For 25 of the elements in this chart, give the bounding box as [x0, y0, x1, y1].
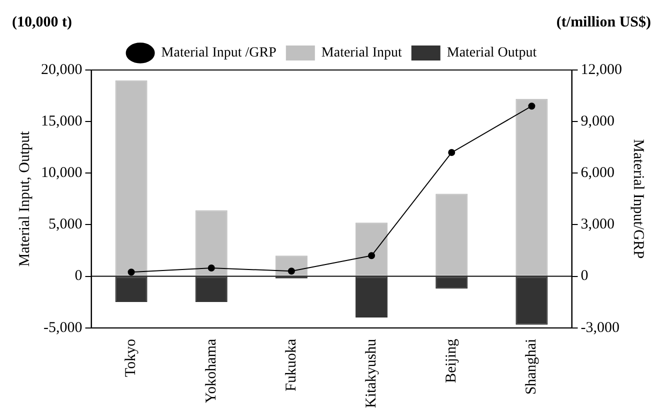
y-tick-label: 15,000 — [41, 114, 82, 130]
x-tick-label: Yokohama — [203, 338, 220, 404]
y-tick-label: 0 — [74, 268, 82, 284]
legend-label: Material Input /GRP — [161, 46, 277, 61]
y-tick-label: -5,000 — [44, 320, 82, 336]
y2-tick-label: 0 — [580, 268, 588, 284]
y-tick-label: 5,000 — [48, 216, 82, 233]
y-tick-label: 10,000 — [41, 165, 82, 182]
text: (t/million US$) — [556, 14, 651, 30]
x-tick-label: Tokyo — [123, 338, 140, 377]
y2-tick-label: 6,000 — [580, 165, 614, 182]
x-tick-label: Fukuoka — [283, 338, 300, 392]
text: (10,000 t) — [12, 14, 72, 30]
x-tick-label: Shanghai — [524, 338, 540, 395]
legend-label: Material Output — [446, 46, 537, 61]
x-tick-label: Beijing — [444, 338, 460, 384]
y-tick-label: 20,000 — [41, 62, 82, 78]
y2-tick-label: 3,000 — [580, 216, 614, 233]
y2-tick-label: -3,000 — [580, 320, 620, 336]
legend-label: Material Input — [321, 46, 402, 61]
y2-tick-label: 12,000 — [580, 62, 622, 78]
y2-tick-label: 9,000 — [580, 114, 614, 130]
x-tick-label: Kitakyushu — [363, 338, 380, 408]
y-axis-title: Material Input, Output — [16, 130, 33, 267]
y2-axis-title: Material Input/GRP — [630, 139, 646, 259]
